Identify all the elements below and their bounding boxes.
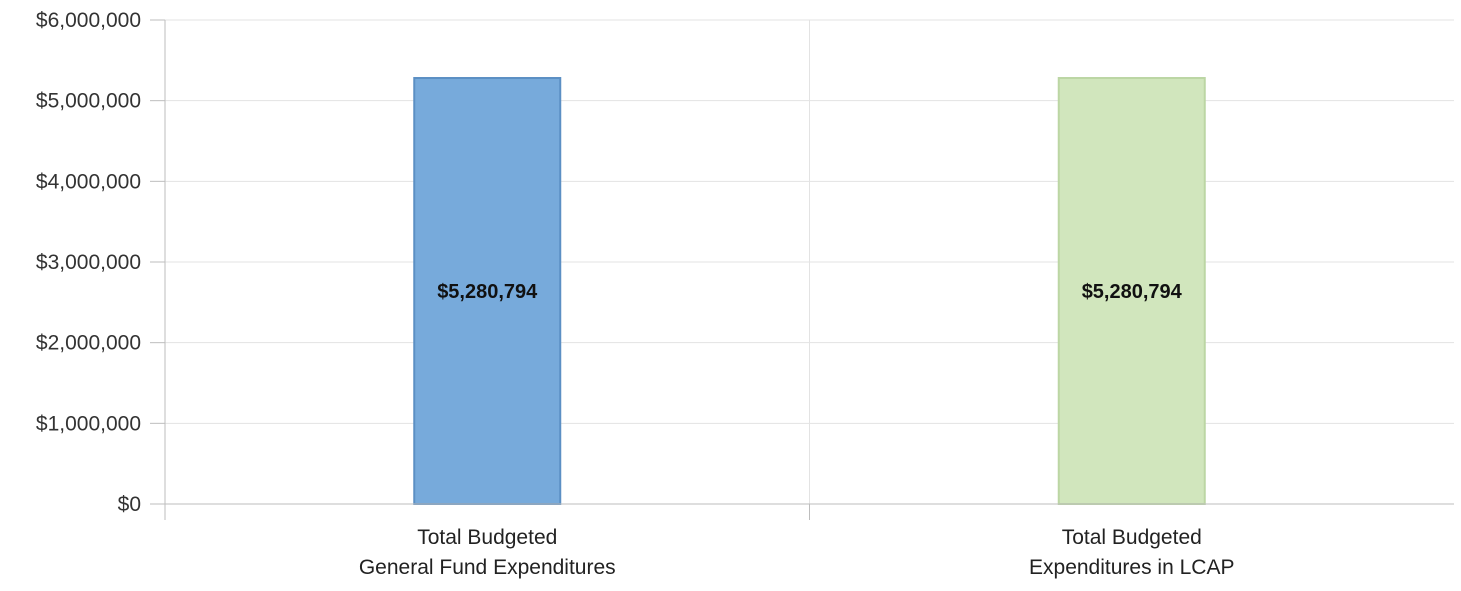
x-category-label-line: General Fund Expenditures — [359, 556, 616, 579]
labels: $5,280,794 Total Budgeted General Fund Exp… — [359, 281, 1235, 579]
y-tick-label: $5,000,000 — [36, 90, 141, 113]
y-tick-label: $2,000,000 — [36, 332, 141, 355]
x-category-label: Total Budgeted Expenditures in LCAP — [1029, 526, 1234, 579]
data-label: $5,280,794 — [1082, 281, 1183, 303]
data-label: $5,280,794 — [437, 281, 538, 303]
x-category-label-line: Expenditures in LCAP — [1029, 556, 1234, 579]
gridlines — [165, 19, 1454, 504]
bar — [1057, 77, 1206, 505]
x-category-label: Total Budgeted General Fund Expenditures — [359, 526, 616, 579]
axes: $0 $1,000,000 $2,000,000 $3,000,000 $4,000,0… — [36, 9, 1454, 520]
y-tick-label: $0 — [118, 493, 141, 516]
y-tick-label: $6,000,000 — [36, 9, 141, 32]
y-tick-label: $3,000,000 — [36, 251, 141, 274]
y-tick-label: $4,000,000 — [36, 170, 141, 193]
x-category-label-line: Total Budgeted — [1062, 526, 1202, 549]
y-tick-label: $1,000,000 — [36, 412, 141, 435]
x-category-label-line: Total Budgeted — [417, 526, 557, 549]
